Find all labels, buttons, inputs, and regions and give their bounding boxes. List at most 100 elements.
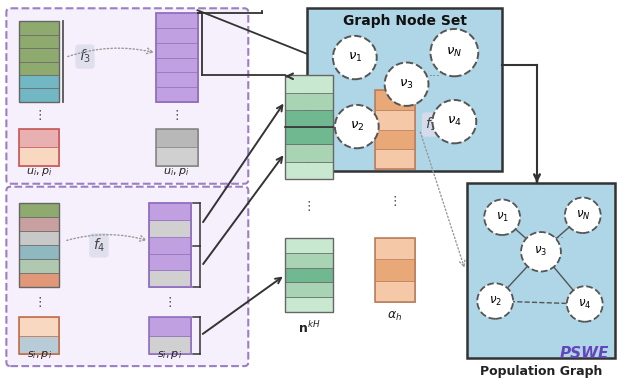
Text: $\nu_{1}$: $\nu_{1}$	[496, 211, 509, 224]
Bar	[374, 90, 414, 169]
Circle shape	[384, 62, 429, 106]
Text: $\mathbf{n}^{kH}$: $\mathbf{n}^{kH}$	[298, 320, 320, 336]
Bar	[374, 259, 414, 281]
Bar	[374, 238, 414, 259]
Bar	[19, 231, 59, 245]
Text: $\nu_{N}$: $\nu_{N}$	[447, 46, 462, 59]
Bar	[285, 127, 333, 144]
Bar	[149, 203, 190, 220]
Bar	[285, 110, 333, 127]
Bar	[19, 89, 59, 102]
FancyBboxPatch shape	[6, 8, 248, 184]
Text: ⋮: ⋮	[164, 296, 176, 309]
Bar	[19, 147, 59, 166]
Bar	[285, 93, 333, 110]
Text: $u_i, p_i$: $u_i, p_i$	[164, 166, 190, 178]
Text: ⋮: ⋮	[303, 200, 315, 213]
Bar	[285, 75, 333, 93]
Bar	[374, 110, 414, 130]
Bar	[19, 21, 59, 102]
Text: Population Graph: Population Graph	[480, 364, 602, 378]
Bar	[156, 28, 198, 43]
Bar	[156, 128, 198, 147]
Bar	[19, 62, 59, 75]
Bar	[156, 128, 198, 166]
Bar	[19, 317, 59, 336]
Text: ⋮: ⋮	[33, 296, 45, 309]
Text: ⋮: ⋮	[170, 109, 183, 122]
Circle shape	[432, 100, 476, 143]
Bar	[156, 87, 198, 102]
Bar	[19, 203, 59, 217]
Text: $\nu_{3}$: $\nu_{3}$	[399, 78, 414, 91]
Text: Graph Node Set: Graph Node Set	[343, 14, 466, 28]
Bar	[285, 297, 333, 312]
Circle shape	[477, 283, 513, 319]
Bar	[285, 268, 333, 282]
Bar	[19, 203, 59, 287]
Bar	[285, 75, 333, 179]
Text: $f_3$: $f_3$	[79, 48, 91, 65]
Text: $f_4$: $f_4$	[93, 237, 105, 254]
Circle shape	[565, 198, 601, 233]
Bar	[156, 72, 198, 87]
Text: PSWE: PSWE	[559, 346, 609, 361]
Text: $s_i, p_i$: $s_i, p_i$	[157, 349, 182, 361]
Bar	[156, 13, 198, 102]
Circle shape	[484, 200, 520, 235]
Bar	[285, 238, 333, 312]
Bar	[149, 220, 190, 237]
Bar	[19, 75, 59, 89]
Text: $\nu_{N}$: $\nu_{N}$	[575, 209, 590, 222]
Bar	[149, 271, 190, 287]
Text: $f_1$: $f_1$	[425, 116, 437, 133]
Bar	[285, 253, 333, 268]
Bar	[19, 259, 59, 273]
FancyBboxPatch shape	[6, 187, 248, 366]
Circle shape	[333, 36, 377, 79]
Bar	[285, 238, 333, 253]
Text: $f_2$: $f_2$	[343, 116, 355, 133]
Text: $s_i, p_i$: $s_i, p_i$	[27, 349, 52, 361]
Bar	[149, 254, 190, 271]
Circle shape	[567, 286, 603, 322]
Bar	[149, 336, 190, 354]
Bar	[285, 162, 333, 179]
Text: $\nu_{2}$: $\nu_{2}$	[489, 294, 502, 307]
Bar	[374, 90, 414, 110]
Text: $\nu_{4}$: $\nu_{4}$	[447, 115, 462, 128]
Bar	[19, 336, 59, 354]
Bar	[19, 21, 59, 35]
Text: $\alpha_{h}$: $\alpha_{h}$	[387, 310, 402, 323]
Bar	[307, 8, 502, 171]
Bar	[19, 128, 59, 147]
Bar	[156, 13, 198, 28]
Text: $\nu_{3}$: $\nu_{3}$	[534, 245, 547, 258]
Bar	[156, 58, 198, 72]
Circle shape	[335, 105, 379, 148]
Bar	[285, 282, 333, 297]
Bar	[19, 245, 59, 259]
Bar	[149, 317, 190, 336]
Circle shape	[521, 232, 561, 271]
Text: ...: ...	[554, 230, 564, 240]
Bar	[156, 43, 198, 58]
Bar	[19, 35, 59, 48]
Bar	[374, 281, 414, 302]
Bar	[19, 128, 59, 166]
Text: $\nu_{2}$: $\nu_{2}$	[350, 120, 364, 133]
Bar	[149, 237, 190, 254]
Bar	[374, 149, 414, 169]
Text: ⋮: ⋮	[388, 195, 401, 208]
Bar	[467, 183, 615, 358]
Bar	[19, 317, 59, 354]
Text: $\nu_{4}$: $\nu_{4}$	[578, 298, 592, 310]
Bar	[149, 317, 190, 354]
Circle shape	[430, 29, 478, 76]
Bar	[19, 48, 59, 62]
Bar	[374, 238, 414, 302]
Bar	[374, 130, 414, 149]
Bar	[19, 273, 59, 287]
Text: $u_i, p_i$: $u_i, p_i$	[26, 166, 52, 178]
Bar	[156, 147, 198, 166]
